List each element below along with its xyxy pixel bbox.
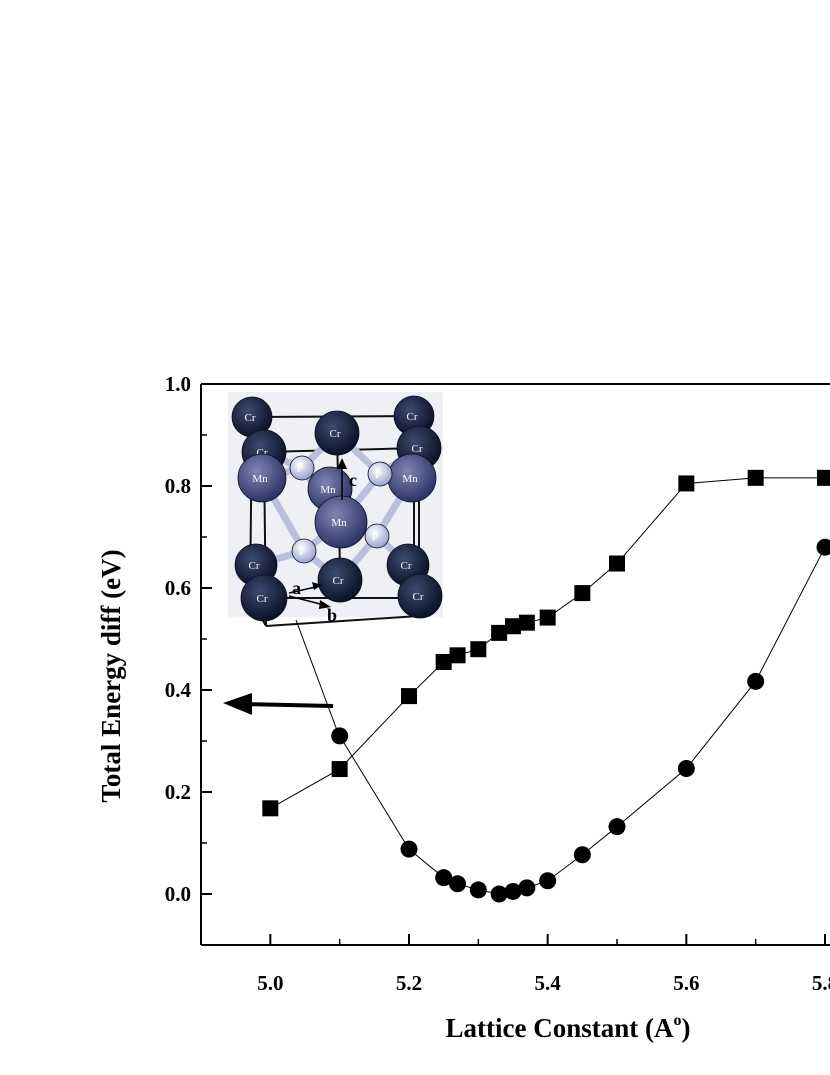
atom-p bbox=[364, 523, 390, 549]
circle-point bbox=[518, 879, 536, 897]
inset-pointer-line bbox=[295, 619, 339, 734]
y-tick-label: 0.8 bbox=[165, 474, 191, 498]
atom-label: Mn bbox=[331, 517, 347, 529]
atom-mn bbox=[237, 453, 287, 503]
x-tick-label: 5.8 bbox=[812, 971, 830, 995]
atom-p bbox=[291, 538, 317, 564]
atom-label: Mn bbox=[402, 473, 418, 485]
left-arrow-shaft bbox=[239, 702, 334, 708]
y-axis-title: Total Energy diff (eV) bbox=[96, 549, 126, 802]
square-point bbox=[518, 614, 535, 631]
crystal-structure-inset: Cr Cr Cr Cr Cr Mn Mn Mn Mn Cr Cr Cr Cr Cr P P P Pa b c bbox=[228, 392, 443, 627]
circle-point bbox=[400, 840, 418, 858]
atom-label: P bbox=[297, 463, 303, 475]
circle-point bbox=[677, 760, 695, 778]
left-arrow-head bbox=[223, 693, 252, 715]
atom-label: Cr bbox=[407, 411, 418, 423]
circle-point bbox=[539, 872, 557, 890]
vector-label-a: a bbox=[292, 578, 301, 598]
x-axis-title: Lattice Constant (Ao) bbox=[446, 1012, 691, 1043]
vector-label-c: c bbox=[349, 470, 357, 490]
atom-p bbox=[367, 461, 393, 487]
square-point bbox=[449, 647, 466, 664]
x-tick-label: 5.0 bbox=[257, 971, 283, 995]
circle-point bbox=[816, 538, 830, 556]
atom-cr bbox=[314, 410, 360, 456]
vector-b-head bbox=[319, 600, 331, 609]
atom-label: Cr bbox=[249, 560, 260, 572]
annotations bbox=[223, 619, 339, 734]
atom-label: P bbox=[372, 531, 378, 543]
circle-point bbox=[747, 672, 765, 690]
x-tick-label: 5.2 bbox=[396, 971, 422, 995]
atom-cr bbox=[240, 574, 288, 622]
square-point bbox=[505, 618, 521, 635]
atom-label: Mn bbox=[252, 473, 268, 485]
circle-point bbox=[573, 846, 591, 864]
y-tick-label: 1.0 bbox=[165, 372, 191, 396]
atom-label: P bbox=[299, 546, 305, 558]
circle-point bbox=[490, 885, 508, 903]
unit-cell-edge bbox=[265, 615, 420, 627]
atom-cr bbox=[317, 557, 363, 603]
square-point bbox=[574, 585, 591, 602]
axis-titles: Lattice Constant (Ao) Total Energy diff (… bbox=[96, 549, 690, 1043]
atom-label: Cr bbox=[412, 443, 423, 455]
axes: 0.0 0.2 0.4 0.6 0.8 1.0 5.0 5.2 5.4 5.6 5.8 bbox=[165, 372, 830, 995]
atom-p bbox=[289, 455, 315, 481]
atom-label: Cr bbox=[413, 591, 424, 603]
atom-label: Cr bbox=[330, 428, 341, 440]
square-point bbox=[401, 688, 417, 705]
atom-label: Cr bbox=[245, 412, 256, 424]
atom-label: P bbox=[375, 469, 381, 481]
circle-point bbox=[435, 869, 453, 887]
y-tick-label: 0.4 bbox=[165, 678, 192, 702]
vector-c-head bbox=[337, 458, 347, 469]
square-point bbox=[678, 475, 695, 492]
square-point bbox=[470, 641, 487, 658]
atom-label: Mn bbox=[320, 484, 336, 496]
atom-mn bbox=[314, 495, 368, 549]
circle-point bbox=[504, 882, 522, 900]
y-tick-label: 0.6 bbox=[165, 576, 191, 600]
circle-point bbox=[331, 727, 349, 745]
y-tick-label: 0.0 bbox=[165, 882, 191, 906]
square-point bbox=[435, 653, 452, 670]
square-point bbox=[491, 624, 508, 641]
square-point bbox=[609, 555, 625, 572]
square-point bbox=[262, 800, 279, 817]
atom-label: Cr bbox=[401, 560, 412, 572]
square-point bbox=[331, 761, 348, 778]
circle-point bbox=[449, 875, 467, 893]
y-tick-label: 0.2 bbox=[165, 780, 191, 804]
x-tick-label: 5.4 bbox=[535, 971, 562, 995]
vector-a-head bbox=[312, 582, 322, 590]
atom-cr bbox=[397, 573, 443, 619]
square-point bbox=[747, 469, 764, 486]
square-point bbox=[817, 469, 830, 486]
circle-point bbox=[608, 818, 626, 836]
atom-label: Cr bbox=[333, 575, 344, 587]
atom-label: Cr bbox=[257, 593, 268, 605]
vector-label-b: b bbox=[327, 605, 337, 625]
x-tick-label: 5.6 bbox=[673, 971, 699, 995]
circle-point bbox=[469, 881, 487, 899]
atom-label: Cr bbox=[257, 447, 268, 459]
series-markers bbox=[262, 469, 830, 903]
square-point bbox=[539, 609, 556, 626]
